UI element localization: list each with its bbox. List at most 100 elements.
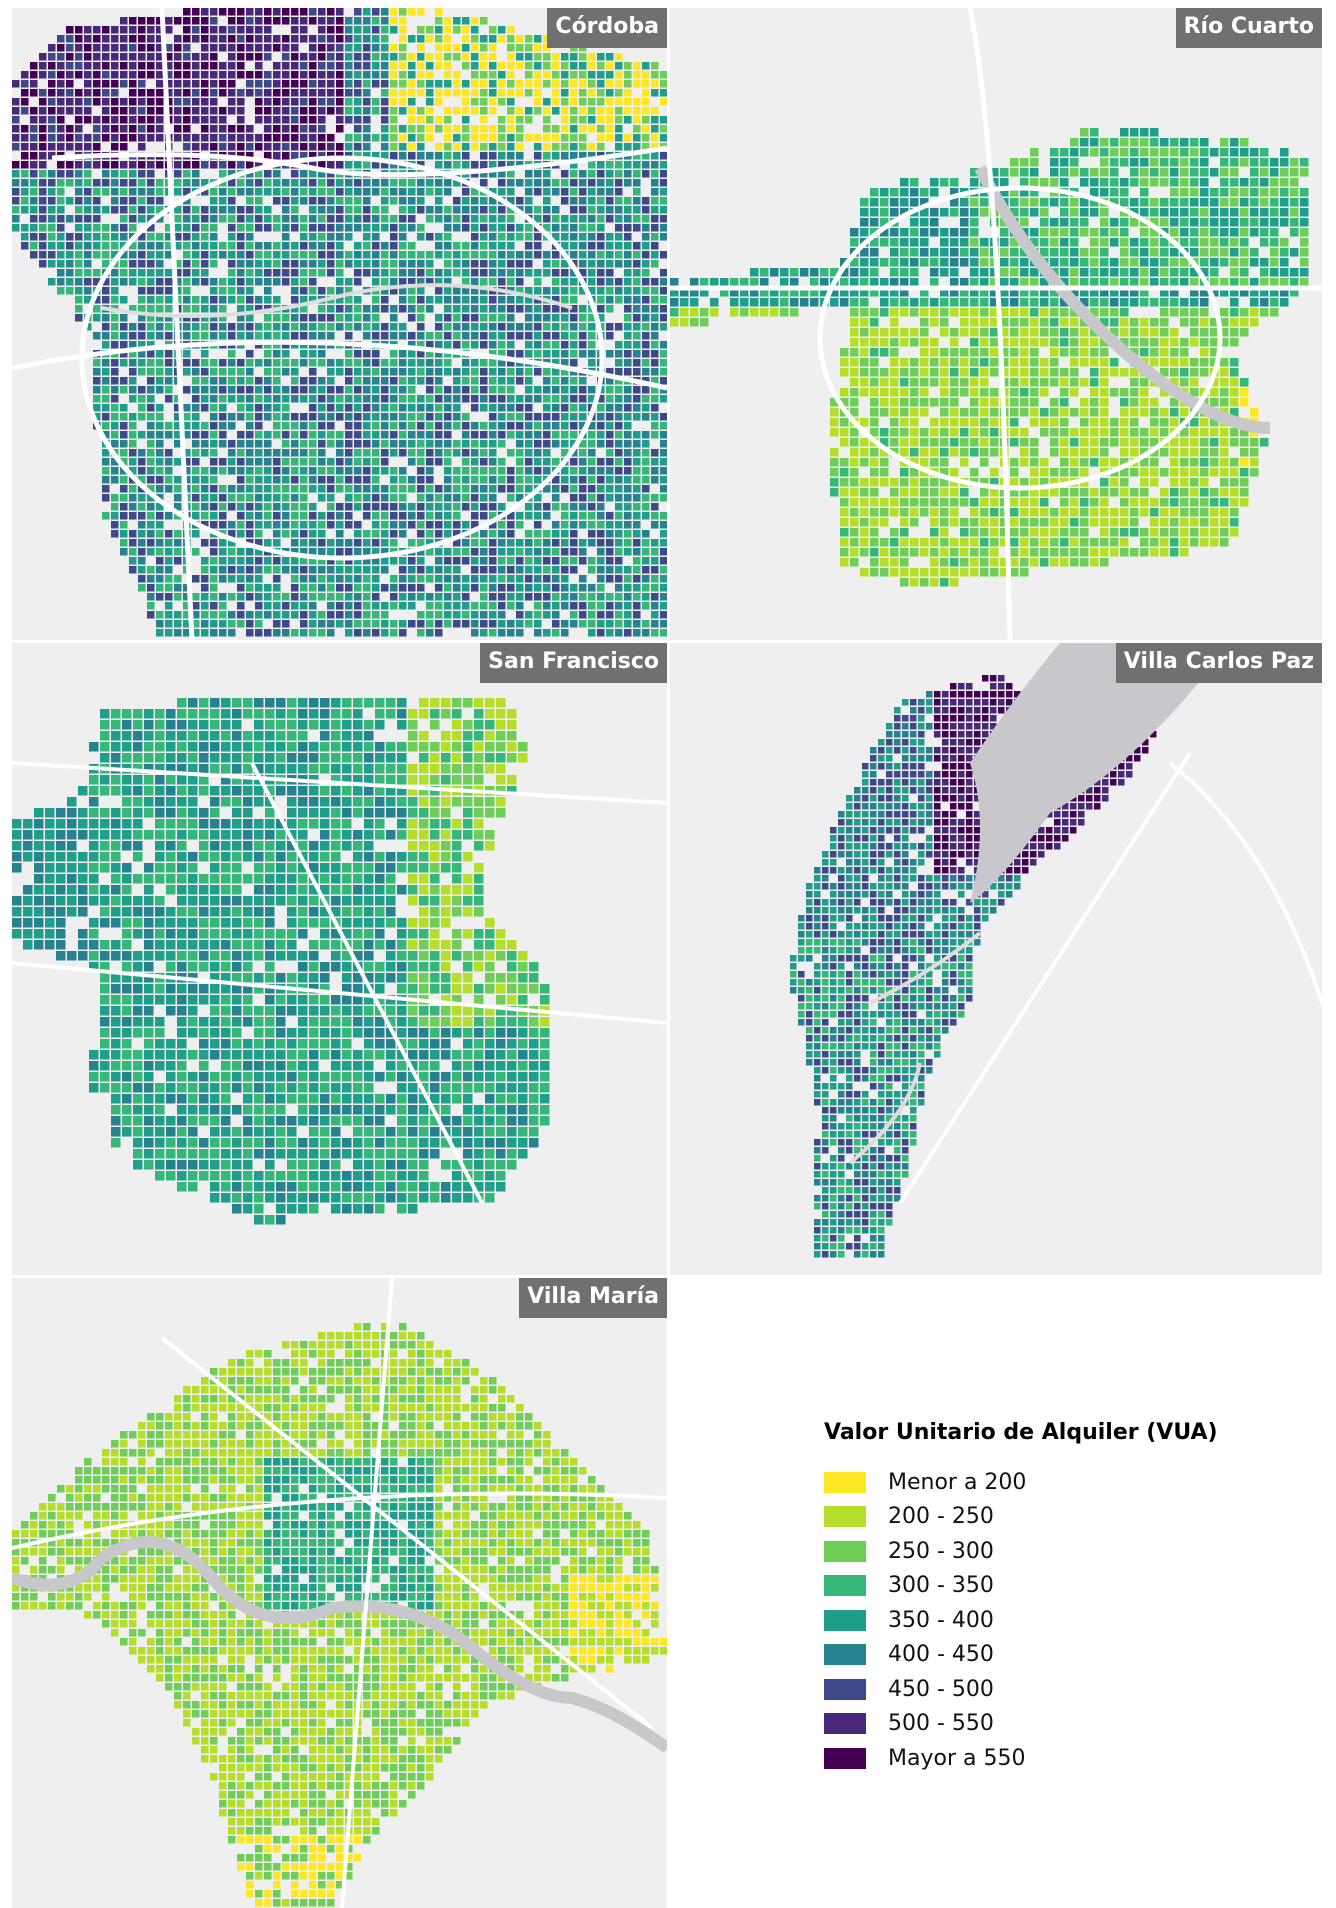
urban-block <box>615 539 623 547</box>
urban-block <box>147 89 155 97</box>
urban-block <box>300 260 308 268</box>
urban-block <box>309 80 317 88</box>
urban-block <box>354 107 362 115</box>
urban-block <box>660 566 667 574</box>
urban-block <box>480 278 488 286</box>
urban-block <box>147 449 155 457</box>
urban-block <box>498 89 506 97</box>
urban-block <box>210 197 218 205</box>
urban-block <box>489 413 497 421</box>
urban-block <box>1300 218 1309 227</box>
urban-block <box>740 288 749 297</box>
urban-block <box>462 269 470 277</box>
urban-block <box>102 476 110 484</box>
urban-block <box>507 188 515 196</box>
urban-block <box>327 269 335 277</box>
urban-block <box>408 125 416 133</box>
urban-block <box>363 233 371 241</box>
urban-block <box>498 521 506 529</box>
urban-block <box>1100 318 1109 327</box>
urban-block <box>471 575 479 583</box>
urban-block <box>624 386 632 394</box>
urban-block <box>471 233 479 241</box>
urban-block <box>462 242 470 250</box>
urban-block <box>291 539 299 547</box>
map-panel-rio-cuarto[interactable]: Río Cuarto <box>670 8 1322 640</box>
urban-block <box>660 575 667 583</box>
urban-block <box>624 116 632 124</box>
urban-block <box>309 323 317 331</box>
urban-block <box>1190 218 1199 227</box>
urban-block <box>426 26 434 34</box>
urban-block <box>192 368 200 376</box>
urban-block <box>66 215 74 223</box>
urban-block <box>525 71 533 79</box>
urban-block <box>444 431 452 439</box>
urban-block <box>75 62 83 70</box>
urban-block <box>435 233 443 241</box>
urban-block <box>426 71 434 79</box>
urban-block <box>174 530 182 538</box>
urban-block <box>1170 298 1179 307</box>
urban-block <box>543 197 551 205</box>
urban-block <box>165 53 173 61</box>
urban-block <box>507 251 515 259</box>
urban-block <box>156 548 164 556</box>
urban-block <box>282 62 290 70</box>
urban-block <box>93 161 101 169</box>
urban-block <box>435 197 443 205</box>
urban-block <box>147 269 155 277</box>
urban-block <box>615 197 623 205</box>
urban-block <box>642 449 650 457</box>
urban-block <box>543 206 551 214</box>
urban-block <box>336 512 344 520</box>
urban-block <box>660 116 667 124</box>
urban-block <box>561 530 569 538</box>
urban-block <box>870 258 879 267</box>
urban-block <box>552 548 560 556</box>
urban-block <box>900 288 909 297</box>
urban-block <box>516 368 524 376</box>
urban-block <box>1020 328 1029 337</box>
urban-block <box>561 152 569 160</box>
urban-block <box>552 305 560 313</box>
urban-block <box>156 44 164 52</box>
urban-block <box>327 323 335 331</box>
urban-block <box>471 296 479 304</box>
urban-block <box>327 188 335 196</box>
urban-block <box>990 178 999 187</box>
urban-block <box>138 89 146 97</box>
urban-block <box>1000 278 1009 287</box>
urban-block <box>309 296 317 304</box>
urban-block <box>507 494 515 502</box>
urban-block <box>480 512 488 520</box>
urban-block <box>381 62 389 70</box>
urban-block <box>1220 188 1229 197</box>
urban-block <box>309 287 317 295</box>
urban-block <box>489 134 497 142</box>
urban-block <box>1290 168 1299 177</box>
urban-block <box>399 530 407 538</box>
urban-block <box>39 152 47 160</box>
urban-block <box>408 305 416 313</box>
urban-block <box>534 53 542 61</box>
urban-block <box>880 308 889 317</box>
urban-block <box>860 288 869 297</box>
urban-block <box>860 208 869 217</box>
urban-block <box>1090 288 1099 297</box>
urban-block <box>381 53 389 61</box>
urban-block <box>606 134 614 142</box>
map-panel-cordoba[interactable]: Córdoba <box>12 8 667 640</box>
urban-block <box>525 269 533 277</box>
urban-block <box>507 350 515 358</box>
urban-block <box>1090 128 1099 137</box>
urban-block <box>1250 198 1259 207</box>
urban-block <box>372 233 380 241</box>
urban-block <box>1300 268 1309 277</box>
urban-block <box>417 422 425 430</box>
urban-block <box>606 467 614 475</box>
urban-block <box>417 224 425 232</box>
urban-block <box>327 458 335 466</box>
urban-block <box>435 494 443 502</box>
urban-block <box>534 89 542 97</box>
